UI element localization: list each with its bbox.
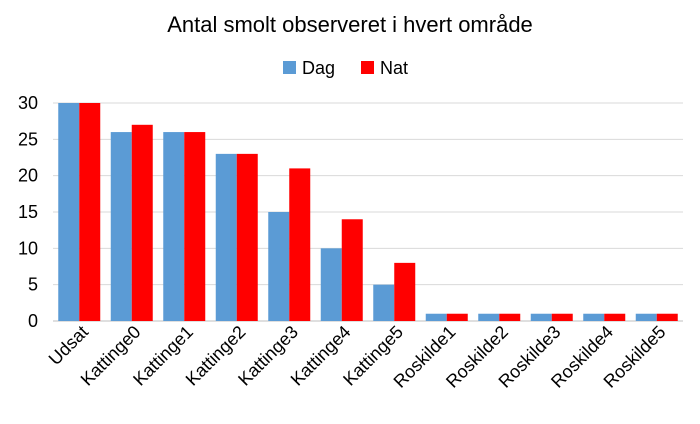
y-tick-label: 30 [18, 93, 38, 113]
y-tick-label: 20 [18, 166, 38, 186]
bars [58, 103, 678, 321]
bar-nat-roskilde1 [446, 313, 468, 321]
bar-nat-kattinge5 [394, 262, 416, 321]
bar-nat-roskilde5 [656, 313, 678, 321]
bar-dag-kattinge4 [320, 248, 342, 321]
gridlines [53, 102, 683, 322]
bar-dag-roskilde4 [583, 313, 605, 321]
bar-nat-kattinge4 [341, 219, 363, 321]
legend-label-dag: Dag [302, 58, 335, 78]
legend-label-nat: Nat [380, 58, 408, 78]
bar-dag-kattinge0 [110, 132, 132, 321]
bar-nat-kattinge1 [184, 132, 206, 321]
bar-nat-roskilde4 [604, 313, 626, 321]
y-tick-label: 15 [18, 202, 38, 222]
x-tick-label: Udsat [45, 322, 92, 369]
y-tick-label: 25 [18, 129, 38, 149]
y-axis-ticks: 0 5 10 15 20 25 30 [18, 93, 38, 331]
legend-swatch-nat [361, 61, 374, 74]
bar-dag-roskilde3 [530, 313, 552, 321]
bar-dag-kattinge5 [373, 284, 395, 321]
bar-dag-kattinge1 [163, 132, 185, 321]
y-tick-label: 10 [18, 238, 38, 258]
bar-nat-kattinge2 [236, 153, 258, 321]
bar-dag-udsat [58, 103, 80, 321]
bar-nat-kattinge0 [131, 124, 153, 321]
legend-swatch-dag [283, 61, 296, 74]
bar-nat-roskilde3 [551, 313, 573, 321]
y-tick-label: 5 [28, 275, 38, 295]
x-axis-ticks: UdsatKattinge0Kattinge1Kattinge2Kattinge… [45, 322, 670, 392]
bar-dag-roskilde1 [425, 313, 447, 321]
bar-dag-roskilde2 [478, 313, 500, 321]
bar-dag-kattinge3 [268, 212, 290, 321]
bar-nat-udsat [79, 103, 101, 321]
bar-nat-kattinge3 [289, 168, 311, 321]
chart-title: Antal smolt observeret i hvert område [167, 12, 533, 37]
bar-dag-roskilde5 [635, 313, 657, 321]
bar-nat-roskilde2 [499, 313, 521, 321]
bar-dag-kattinge2 [215, 153, 237, 321]
y-tick-label: 0 [28, 311, 38, 331]
legend: Dag Nat [283, 58, 408, 78]
